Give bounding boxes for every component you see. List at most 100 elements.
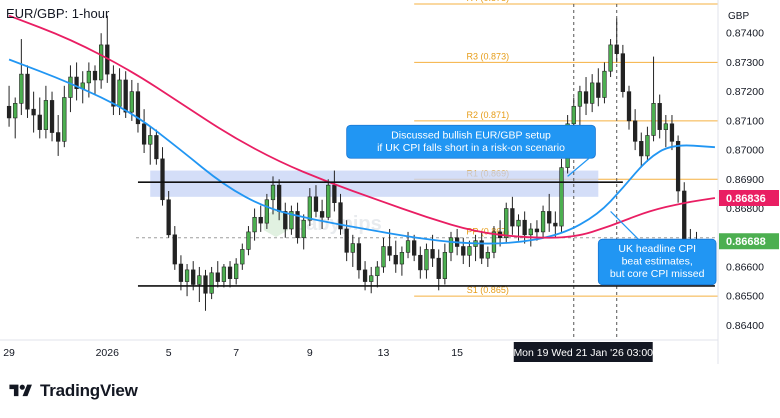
candle-body-down (154, 135, 159, 160)
candle-body-down (332, 184, 337, 203)
annotation-text: beat estimates, (622, 256, 693, 268)
candle (19, 39, 24, 116)
candle (504, 202, 509, 244)
candle (62, 85, 67, 148)
candle-body-down (510, 208, 515, 227)
candle (234, 258, 239, 285)
candle-body-up (405, 240, 411, 253)
candle-body-up (234, 263, 239, 279)
crosshair-time-label: Mon 19 Wed 21 Jan '26 03:00 (513, 347, 653, 359)
candle (632, 109, 638, 151)
candle (92, 65, 98, 95)
candle (657, 94, 662, 139)
candle-body-up (62, 97, 67, 142)
annotation-pointer (567, 155, 592, 177)
candle (436, 249, 441, 291)
candle (166, 190, 171, 238)
price-badge-bg (719, 233, 779, 250)
candle (307, 188, 312, 227)
candle-body-down (682, 190, 687, 241)
candle (203, 269, 208, 311)
candle (350, 234, 355, 267)
candle (68, 65, 73, 113)
candle-body-up (485, 252, 490, 259)
x-tick-label: 9 (307, 347, 313, 359)
candle-body-down (657, 103, 662, 130)
y-tick-label: 0.86500 (726, 291, 764, 303)
candle-body-up (442, 252, 448, 279)
candle-body-up (13, 103, 18, 119)
candle-body-down (313, 196, 319, 212)
candle (387, 228, 392, 262)
candle (221, 264, 227, 288)
candle (252, 208, 257, 241)
candle-body-down (669, 123, 675, 142)
candle (369, 266, 374, 294)
candle-body-down (675, 141, 681, 192)
candle (669, 115, 675, 151)
y-tick-label: 0.87300 (726, 57, 764, 69)
crosshair-time-badge (513, 342, 653, 362)
candle-body-down (276, 184, 282, 212)
candle-body-up (399, 252, 405, 265)
candle (160, 147, 165, 206)
candle-body-up (608, 44, 613, 72)
candle-body-down (522, 219, 527, 236)
candle-body-up (448, 237, 454, 253)
candle (197, 266, 202, 303)
y-tick-label: 0.87200 (726, 86, 764, 98)
annotation-text: but core CPI missed (610, 268, 705, 280)
candle (49, 91, 55, 142)
candle-body-down (123, 79, 128, 113)
y-tick-label: 0.86600 (726, 261, 764, 273)
candle (141, 109, 147, 154)
candle-body-down (135, 91, 141, 125)
price-axis (718, 0, 780, 364)
candle (13, 97, 18, 139)
candle (246, 226, 251, 256)
price-badge-bg (719, 190, 779, 207)
candle-body-up (645, 135, 650, 157)
candle (583, 77, 589, 116)
candle-body-up (43, 100, 49, 130)
annotation-text: Discussed bullish EUR/GBP setup (391, 129, 551, 141)
candle (553, 211, 558, 238)
pivot-label: PP (0.867) (466, 227, 509, 237)
candle-body-down (37, 114, 42, 130)
tradingview-logo-icon (9, 384, 32, 397)
candle (639, 132, 644, 168)
candle-body-up (289, 211, 294, 230)
candle (209, 266, 214, 300)
candle-body-down (344, 228, 349, 253)
price-badge: 0.86688 (719, 233, 779, 250)
candle (154, 129, 159, 165)
candle-body-up (240, 249, 245, 265)
x-tick-label: 13 (378, 347, 390, 359)
candle (326, 179, 331, 221)
candle-body-down (356, 243, 362, 271)
candle-body-down (393, 254, 398, 265)
candle (547, 193, 552, 232)
price-badge: 0.86836 (719, 190, 779, 207)
candle (608, 39, 613, 78)
candle-body-up (651, 103, 656, 136)
y-tick-label: 0.86400 (726, 320, 764, 332)
candle-body-down (166, 199, 171, 236)
candle-body-up (197, 275, 202, 285)
y-tick-label: 0.86800 (726, 203, 764, 215)
candle (485, 246, 490, 267)
candle (559, 158, 564, 232)
candle-body-down (295, 211, 300, 239)
candle (442, 243, 448, 285)
candle (393, 240, 398, 273)
candle-body-down (412, 240, 417, 256)
candle (651, 56, 656, 142)
brand-footer: TradingView (8, 378, 138, 404)
annotation-text: if UK CPI falls short in a risk-on scena… (377, 142, 565, 154)
candle-body-up (528, 228, 533, 236)
candle-body-down (338, 202, 343, 230)
candle-body-down (479, 240, 484, 259)
candle (510, 196, 515, 235)
candle-body-down (620, 53, 626, 92)
candle (289, 205, 294, 235)
